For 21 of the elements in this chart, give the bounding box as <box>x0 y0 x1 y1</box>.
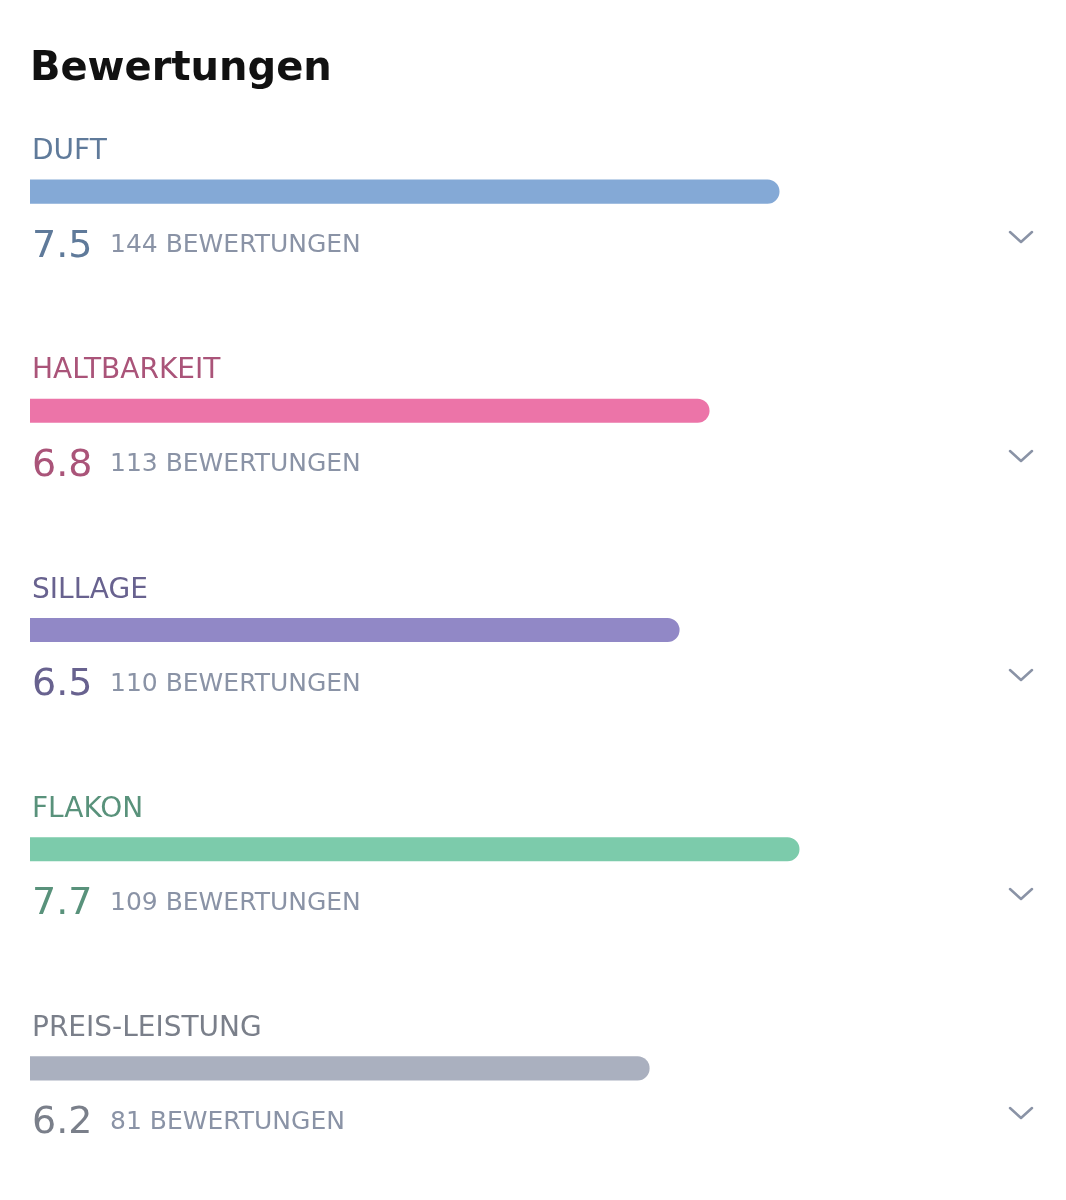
annotation: 144 BEWERTUNGEN <box>110 229 361 258</box>
bar <box>30 1056 650 1081</box>
annotation: 109 BEWERTUNGEN <box>110 887 361 916</box>
bar <box>30 837 800 862</box>
y-tick-label: PREIS-LEISTUNG <box>32 1010 262 1043</box>
y-tick-label: SILLAGE <box>32 572 148 605</box>
annotation: 110 BEWERTUNGEN <box>110 668 361 697</box>
chart-title: Bewertungen <box>30 43 332 89</box>
y-tick-label: DUFT <box>32 133 108 166</box>
bar <box>30 617 680 643</box>
annotation: 113 BEWERTUNGEN <box>110 448 361 477</box>
data-label: 6.8 <box>32 441 93 485</box>
data-label: 6.2 <box>32 1098 93 1142</box>
annotation: 81 BEWERTUNGEN <box>110 1106 345 1135</box>
bar <box>30 398 710 423</box>
bar <box>30 179 780 204</box>
y-tick-label: FLAKON <box>32 791 144 824</box>
data-label: 7.7 <box>32 879 93 923</box>
data-label: 6.5 <box>32 660 93 704</box>
y-tick-label: HALTBARKEIT <box>32 352 222 385</box>
data-label: 7.5 <box>32 222 93 266</box>
